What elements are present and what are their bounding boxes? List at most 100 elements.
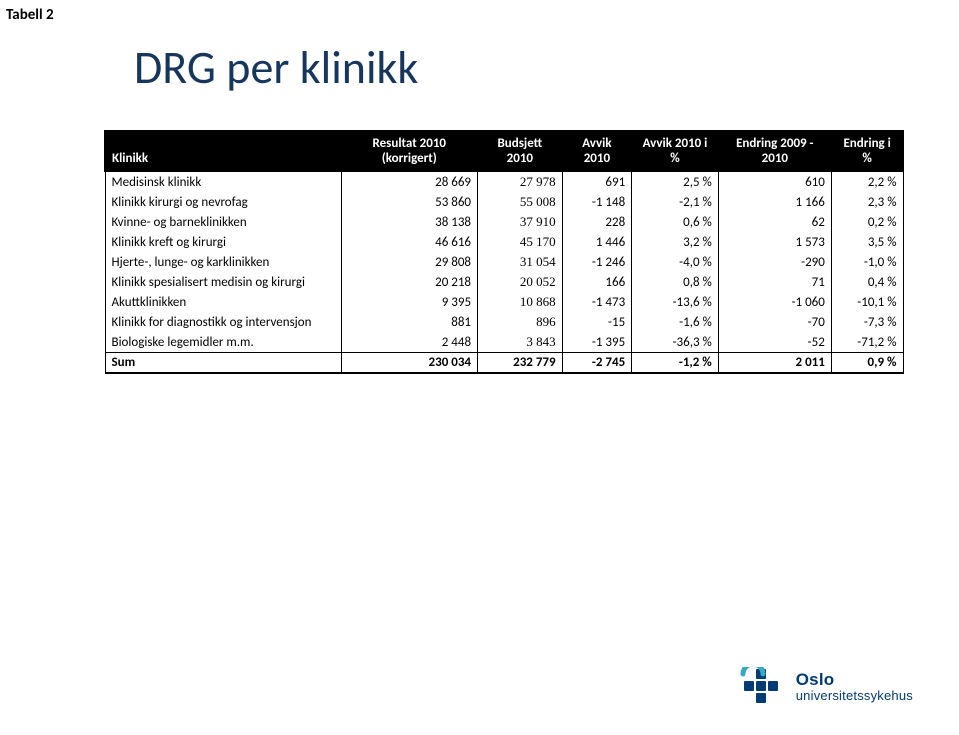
cell-endring-pct: 0,4 %: [831, 272, 903, 292]
cell-endring-pct: -10,1 %: [831, 292, 903, 312]
cell-endring: 71: [718, 272, 831, 292]
logo: Oslo universitetssykehus: [740, 667, 913, 707]
col-budsjett: Budsjett 2010: [478, 131, 563, 171]
cell-avvik: 691: [562, 171, 632, 192]
cell-endring: -1 060: [718, 292, 831, 312]
cell-resultat: 9 395: [341, 292, 478, 312]
logo-line2: universitetssykehus: [796, 689, 913, 703]
cell-endring-pct: -1,0 %: [831, 252, 903, 272]
cell-avvik: -1 148: [562, 192, 632, 212]
cell-name: Klinikk spesialisert medisin og kirurgi: [105, 272, 341, 292]
cell-name: Klinikk for diagnostikk og intervensjon: [105, 312, 341, 332]
cell-avvik-pct: -1,2 %: [632, 353, 719, 374]
table-head: Klinikk Resultat 2010 (korrigert) Budsje…: [105, 131, 903, 171]
cell-name: Klinikk kirurgi og nevrofag: [105, 192, 341, 212]
table-row: Biologiske legemidler m.m.2 4483 843-1 3…: [105, 332, 903, 353]
table-row: Klinikk kirurgi og nevrofag53 86055 008-…: [105, 192, 903, 212]
cell-name: Biologiske legemidler m.m.: [105, 332, 341, 353]
drg-table: Klinikk Resultat 2010 (korrigert) Budsje…: [104, 130, 904, 374]
cell-endring: 62: [718, 212, 831, 232]
logo-text: Oslo universitetssykehus: [796, 671, 913, 702]
cell-resultat: 46 616: [341, 232, 478, 252]
col-endring: Endring 2009 - 2010: [718, 131, 831, 171]
cell-avvik-pct: 3,2 %: [632, 232, 719, 252]
cell-name: Kvinne- og barneklinikken: [105, 212, 341, 232]
cell-endring: 2 011: [718, 353, 831, 374]
cell-avvik: -1 395: [562, 332, 632, 353]
cell-budsjett: 10 868: [478, 292, 563, 312]
table-row: Hjerte-, lunge- og karklinikken29 80831 …: [105, 252, 903, 272]
cell-endring-pct: 2,3 %: [831, 192, 903, 212]
cell-endring-pct: 0,2 %: [831, 212, 903, 232]
cell-budsjett: 232 779: [478, 353, 563, 374]
page-title: DRG per klinikk: [134, 40, 911, 96]
cell-name: Akuttklinikken: [105, 292, 341, 312]
cell-avvik: -1 246: [562, 252, 632, 272]
cell-endring: -70: [718, 312, 831, 332]
table-row: Klinikk spesialisert medisin og kirurgi2…: [105, 272, 903, 292]
table-row: Klinikk for diagnostikk og intervensjon8…: [105, 312, 903, 332]
cell-avvik-pct: -4,0 %: [632, 252, 719, 272]
cell-budsjett: 45 170: [478, 232, 563, 252]
col-resultat: Resultat 2010 (korrigert): [341, 131, 478, 171]
table-row: Medisinsk klinikk28 66927 9786912,5 %610…: [105, 171, 903, 192]
cell-name: Klinikk kreft og kirurgi: [105, 232, 341, 252]
cell-avvik-pct: 2,5 %: [632, 171, 719, 192]
table-body: Medisinsk klinikk28 66927 9786912,5 %610…: [105, 171, 903, 373]
cell-name: Sum: [105, 353, 341, 374]
cell-endring: 610: [718, 171, 831, 192]
cell-endring: 1 166: [718, 192, 831, 212]
cell-budsjett: 27 978: [478, 171, 563, 192]
cell-resultat: 20 218: [341, 272, 478, 292]
table-row: Kvinne- og barneklinikken38 13837 910228…: [105, 212, 903, 232]
header-row: Klinikk Resultat 2010 (korrigert) Budsje…: [105, 131, 903, 171]
cell-avvik-pct: -1,6 %: [632, 312, 719, 332]
cell-endring: -290: [718, 252, 831, 272]
cell-resultat: 28 669: [341, 171, 478, 192]
cell-endring-pct: 3,5 %: [831, 232, 903, 252]
cell-resultat: 53 860: [341, 192, 478, 212]
cell-endring-pct: -7,3 %: [831, 312, 903, 332]
cell-avvik: 228: [562, 212, 632, 232]
cell-avvik: -1 473: [562, 292, 632, 312]
cell-endring-pct: -71,2 %: [831, 332, 903, 353]
cell-avvik-pct: -13,6 %: [632, 292, 719, 312]
cell-avvik-pct: 0,6 %: [632, 212, 719, 232]
cell-name: Medisinsk klinikk: [105, 171, 341, 192]
drg-table-wrap: Klinikk Resultat 2010 (korrigert) Budsje…: [104, 130, 904, 374]
cell-budsjett: 37 910: [478, 212, 563, 232]
cell-avvik: -2 745: [562, 353, 632, 374]
col-klinikk: Klinikk: [105, 131, 341, 171]
cell-budsjett: 896: [478, 312, 563, 332]
table-row: Akuttklinikken9 39510 868-1 473-13,6 %-1…: [105, 292, 903, 312]
slide: Tabell 2 DRG per klinikk Klinikk Resulta…: [0, 0, 959, 735]
cell-name: Hjerte-, lunge- og karklinikken: [105, 252, 341, 272]
cell-resultat: 230 034: [341, 353, 478, 374]
cell-endring: -52: [718, 332, 831, 353]
cell-endring-pct: 0,9 %: [831, 353, 903, 374]
cell-avvik-pct: 0,8 %: [632, 272, 719, 292]
logo-mark-icon: [740, 667, 786, 707]
cell-endring: 1 573: [718, 232, 831, 252]
logo-line1: Oslo: [796, 671, 913, 689]
cell-avvik: 1 446: [562, 232, 632, 252]
cell-endring-pct: 2,2 %: [831, 171, 903, 192]
cell-budsjett: 3 843: [478, 332, 563, 353]
col-avvik: Avvik 2010: [562, 131, 632, 171]
cell-avvik-pct: -2,1 %: [632, 192, 719, 212]
cell-avvik: -15: [562, 312, 632, 332]
table-label: Tabell 2: [6, 6, 54, 24]
cell-avvik-pct: -36,3 %: [632, 332, 719, 353]
table-row-sum: Sum230 034232 779-2 745-1,2 %2 0110,9 %: [105, 353, 903, 374]
col-endring-pct: Endring i %: [831, 131, 903, 171]
cell-budsjett: 31 054: [478, 252, 563, 272]
cell-budsjett: 55 008: [478, 192, 563, 212]
cell-budsjett: 20 052: [478, 272, 563, 292]
cell-resultat: 38 138: [341, 212, 478, 232]
col-avvik-pct: Avvik 2010 i %: [632, 131, 719, 171]
cell-resultat: 2 448: [341, 332, 478, 353]
table-row: Klinikk kreft og kirurgi46 61645 1701 44…: [105, 232, 903, 252]
cell-avvik: 166: [562, 272, 632, 292]
cell-resultat: 29 808: [341, 252, 478, 272]
cell-resultat: 881: [341, 312, 478, 332]
